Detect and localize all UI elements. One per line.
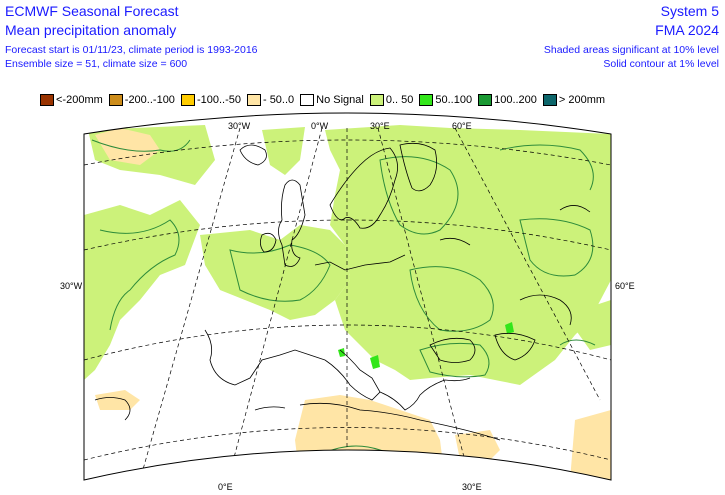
lon-label-right-60e: 60°E — [615, 281, 635, 291]
info-shading-significance: Shaded areas significant at 10% level — [543, 44, 719, 56]
legend-swatch — [40, 94, 54, 106]
coastlines — [94, 142, 591, 441]
legend-item: No Signal — [300, 94, 364, 106]
title-season: FMA 2024 — [655, 22, 719, 38]
legend-item: 0.. 50 — [369, 94, 414, 106]
legend-label: -200..-100 — [124, 94, 175, 106]
legend-label: No Signal — [316, 94, 364, 106]
legend-swatch — [369, 94, 384, 106]
legend-label: 50..100 — [435, 94, 473, 106]
lon-label-top-0: 0°W — [311, 121, 329, 131]
lon-label-top-60e: 60°E — [452, 121, 472, 131]
info-forecast-start: Forecast start is 01/11/23, climate peri… — [5, 44, 258, 56]
title-variable: Mean precipitation anomaly — [5, 22, 177, 38]
legend-swatch — [542, 94, 557, 106]
legend-label: > 200mm — [558, 94, 606, 106]
legend-label: - 50..0 — [262, 94, 295, 106]
info-contour-significance: Solid contour at 1% level — [603, 58, 719, 70]
lon-label-left-30w: 30°W — [60, 281, 83, 291]
lon-label-bottom-30e: 30°E — [462, 482, 482, 492]
legend-label: 100..200 — [494, 94, 537, 106]
graticule — [84, 127, 611, 480]
legend-label: 0.. 50 — [385, 94, 414, 106]
legend-label: <-200mm — [56, 94, 103, 106]
lon-label-top-30w: 30°W — [228, 121, 251, 131]
legend-label: -100..-50 — [196, 94, 241, 106]
legend-item: 100..200 — [478, 94, 537, 106]
map-area — [84, 113, 611, 480]
lon-label-top-30e: 30°E — [370, 121, 390, 131]
legend-swatch — [478, 94, 493, 106]
info-ensemble-size: Ensemble size = 51, climate size = 600 — [5, 58, 188, 70]
strong-positive-patches — [338, 322, 514, 369]
legend-item: -100..-50 — [180, 94, 241, 106]
title-system: ECMWF Seasonal Forecast — [5, 3, 179, 19]
legend-item: <-200mm — [40, 94, 103, 106]
map-frame — [83, 112, 612, 481]
positive-anomaly-shading — [84, 125, 611, 385]
legend-item: 50..100 — [419, 94, 472, 106]
legend: <-200mm -200..-100 -100..-50 - 50..0 No Sign… — [40, 93, 611, 107]
legend-swatch — [300, 94, 315, 106]
legend-swatch — [108, 94, 123, 106]
legend-item: > 200mm — [542, 94, 606, 106]
legend-item: -200..-100 — [108, 94, 175, 106]
legend-item: - 50..0 — [246, 94, 295, 106]
legend-swatch — [246, 94, 261, 106]
title-model-version: System 5 — [660, 3, 719, 19]
legend-swatch — [419, 94, 434, 106]
lon-label-bottom-0e: 0°E — [218, 482, 233, 492]
legend-swatch — [180, 94, 195, 106]
